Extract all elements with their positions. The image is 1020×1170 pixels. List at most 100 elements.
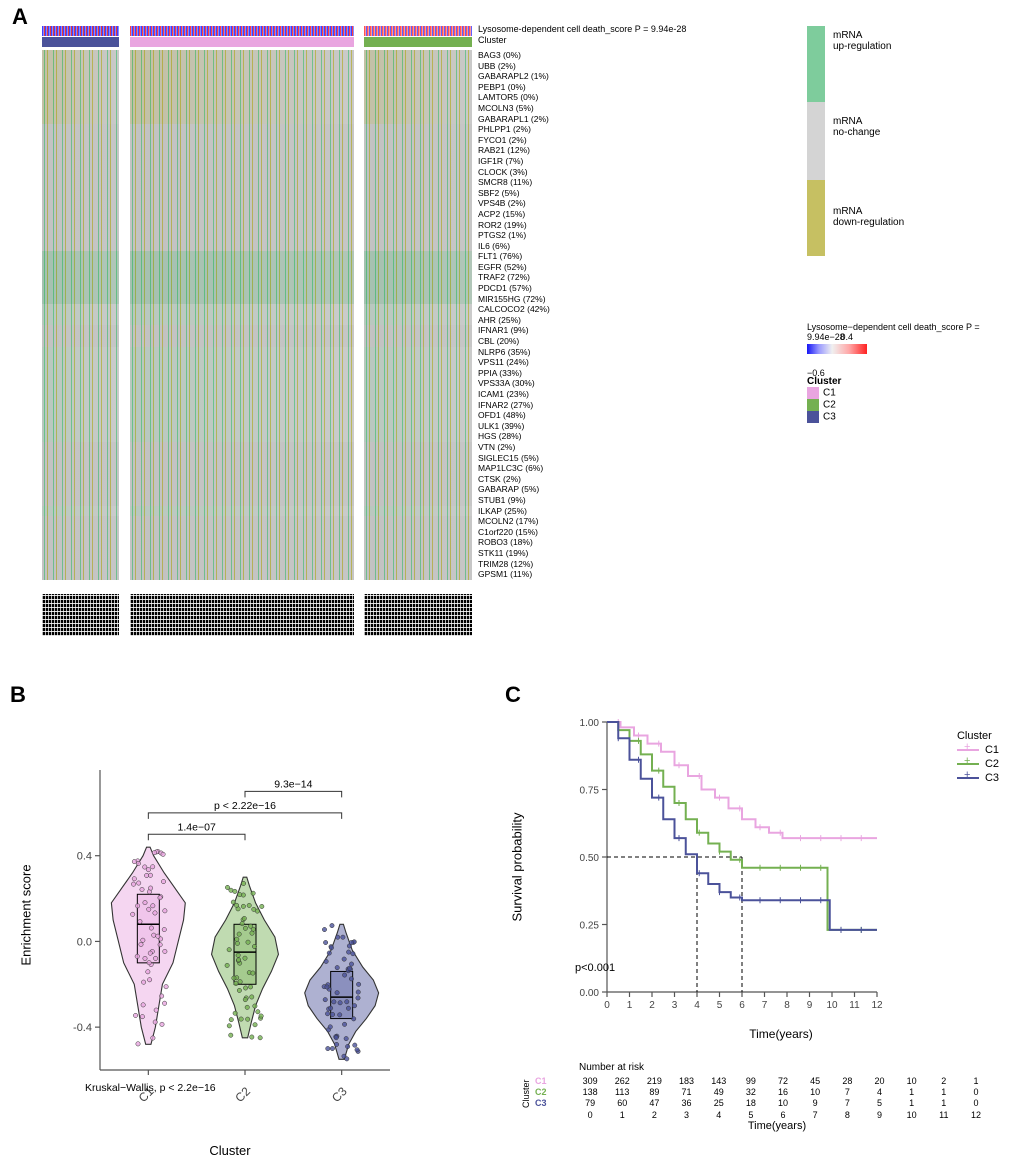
gene-label: ICAM1 (23%) (478, 389, 608, 400)
svg-text:9: 9 (807, 1000, 813, 1011)
mrna-up-label: mRNA up-regulation (833, 30, 891, 52)
mrna-legend-bar (807, 26, 825, 256)
panel-c-label: C (505, 682, 521, 708)
gene-label: BAG3 (0%) (478, 50, 608, 61)
risk-table: Number at risk C130926221918314399724528… (535, 1062, 1011, 1120)
y-axis-label-c: Survival probability (507, 712, 527, 1022)
gene-label: SBF2 (5%) (478, 188, 608, 199)
heatmap (42, 26, 472, 636)
y-axis-label-b: Enrichment score (16, 710, 36, 1120)
mrna-dn-label: mRNA down-regulation (833, 206, 904, 228)
gene-label: RAB21 (12%) (478, 145, 608, 156)
gene-label: MAP1LC3C (6%) (478, 463, 608, 474)
panel-b-label: B (10, 682, 26, 708)
gene-label: C1orf220 (15%) (478, 527, 608, 538)
gene-label: CTSK (2%) (478, 474, 608, 485)
gene-label: TRIM28 (12%) (478, 559, 608, 570)
km-pvalue: p<0.001 (575, 962, 615, 974)
gene-label: IFNAR2 (27%) (478, 400, 608, 411)
gene-label: CBL (20%) (478, 336, 608, 347)
gene-label: ILKAP (25%) (478, 506, 608, 517)
gene-label: MCOLN3 (5%) (478, 103, 608, 114)
gene-label: SIGLEC15 (5%) (478, 453, 608, 464)
svg-text:0.0: 0.0 (77, 936, 92, 948)
x-axis-label-c-bottom: Time(years) (567, 1120, 987, 1132)
gene-label: PPIA (33%) (478, 368, 608, 379)
gene-label: IL6 (6%) (478, 241, 608, 252)
svg-text:10: 10 (826, 1000, 838, 1011)
svg-text:-0.4: -0.4 (73, 1022, 92, 1034)
gene-label: TRAF2 (72%) (478, 272, 608, 283)
annotation-score-track (42, 26, 472, 36)
gene-label: UBB (2%) (478, 61, 608, 72)
gene-label: ROR2 (19%) (478, 220, 608, 231)
risk-row: C379604736251810975110 (535, 1097, 1011, 1108)
gene-label: VPS4B (2%) (478, 198, 608, 209)
gene-label: IGF1R (7%) (478, 156, 608, 167)
km-legend: Cluster C1C2C3 (957, 730, 999, 786)
svg-text:C3: C3 (329, 1084, 350, 1105)
x-axis-label-c-top: Time(years) (567, 1027, 995, 1041)
annotation-labels: Lysosome-dependent cell death_score P = … (478, 24, 778, 46)
violin-plot: -0.40.00.4C1C2C31.4e−07p < 2.22e−169.3e−… (60, 710, 400, 1120)
svg-text:2: 2 (649, 1000, 655, 1011)
legend-panel-a: mRNA up-regulation mRNA no-change mRNA d… (807, 26, 1007, 256)
gene-label: CALCOCO2 (42%) (478, 304, 608, 315)
risk-row: C213811389714932161074110 (535, 1086, 1011, 1097)
cluster-track-label: Cluster (478, 35, 778, 46)
cluster-legend-item: C3 (807, 411, 841, 423)
score-track-label: Lysosome-dependent cell death_score P = … (478, 24, 778, 35)
gene-labels: BAG3 (0%)UBB (2%)GABARAPL2 (1%)PEBP1 (0%… (478, 50, 608, 580)
svg-text:C2: C2 (232, 1084, 253, 1105)
gene-label: GABARAPL1 (2%) (478, 114, 608, 125)
svg-text:0.00: 0.00 (580, 988, 600, 999)
gene-label: ROBO3 (18%) (478, 537, 608, 548)
svg-text:0.50: 0.50 (580, 853, 600, 864)
svg-text:4: 4 (694, 1000, 700, 1011)
gene-label: MIR155HG (72%) (478, 294, 608, 305)
cluster-legend-title: Cluster (807, 376, 841, 387)
gene-label: LAMTOR5 (0%) (478, 92, 608, 103)
score-high: 0.4 (840, 332, 853, 342)
x-axis-label-b: Cluster (60, 1143, 400, 1158)
gene-label: STUB1 (9%) (478, 495, 608, 506)
gene-label: VPS33A (30%) (478, 378, 608, 389)
panel-a-label: A (12, 4, 28, 30)
risk-row: C130926221918314399724528201021 (535, 1075, 1011, 1086)
svg-text:8: 8 (784, 1000, 790, 1011)
gene-label: ACP2 (15%) (478, 209, 608, 220)
kruskal-wallis-text: Kruskal−Wallis, p < 2.2e−16 (85, 1082, 216, 1094)
gene-label: PEBP1 (0%) (478, 82, 608, 93)
svg-text:0.25: 0.25 (580, 921, 600, 932)
svg-text:7: 7 (762, 1000, 768, 1011)
gene-label: AHR (25%) (478, 315, 608, 326)
svg-text:1.00: 1.00 (580, 718, 600, 729)
svg-text:p < 2.22e−16: p < 2.22e−16 (214, 800, 276, 812)
cluster-legend: Cluster C1C2C3 (807, 376, 841, 423)
gene-label: FYCO1 (2%) (478, 135, 608, 146)
heatmap-body (42, 50, 472, 590)
gene-label: PTGS2 (1%) (478, 230, 608, 241)
risk-table-header: Number at risk (579, 1062, 1011, 1073)
gene-label: NLRP6 (35%) (478, 347, 608, 358)
panel-c: C Survival probability 0.00 0.25 0.50 0.75 1… (505, 682, 1007, 1158)
barcode-track (42, 594, 472, 636)
svg-text:5: 5 (717, 1000, 723, 1011)
km-plot: 0.000.250.500.751.000123456789101112 (567, 712, 987, 1022)
svg-text:0.4: 0.4 (77, 851, 92, 863)
gene-label: IFNAR1 (9%) (478, 325, 608, 336)
svg-text:9.3e−14: 9.3e−14 (274, 778, 312, 790)
svg-text:11: 11 (849, 1000, 860, 1011)
gene-label: STK11 (19%) (478, 548, 608, 559)
cluster-legend-item: C1 (807, 387, 841, 399)
svg-text:0.75: 0.75 (580, 786, 600, 797)
svg-text:1.4e−07: 1.4e−07 (178, 821, 216, 833)
svg-text:1: 1 (627, 1000, 633, 1011)
gene-label: MCOLN2 (17%) (478, 516, 608, 527)
risk-table-ylabel: Cluster (511, 1074, 525, 1114)
score-legend-title: Lysosome−dependent cell death_score P = … (807, 322, 1007, 342)
gene-label: PHLPP1 (2%) (478, 124, 608, 135)
gene-label: VPS11 (24%) (478, 357, 608, 368)
gene-label: SMCR8 (11%) (478, 177, 608, 188)
gene-label: FLT1 (76%) (478, 251, 608, 262)
